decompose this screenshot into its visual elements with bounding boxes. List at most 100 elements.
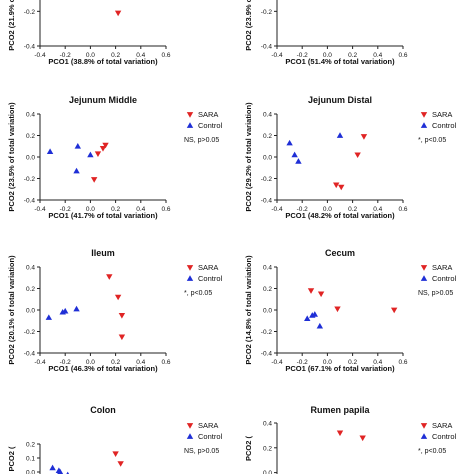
y-tick-label: -0.2 xyxy=(261,9,273,16)
legend-marker-sara xyxy=(186,265,194,271)
control-point xyxy=(304,315,311,321)
sara-point xyxy=(307,288,315,294)
x-tick-label: 0.0 xyxy=(86,206,95,213)
sara-point xyxy=(359,435,366,442)
y-tick-label: 0.2 xyxy=(26,442,35,449)
legend-label: Control xyxy=(198,121,223,130)
sara-point xyxy=(90,177,98,183)
x-tick-label: -0.2 xyxy=(60,359,72,366)
legend-label: Control xyxy=(198,432,223,441)
y-tick-label: 0.2 xyxy=(263,133,272,140)
y-tick-label: 0.4 xyxy=(26,265,35,272)
y-tick-label: -0.4 xyxy=(24,351,36,358)
legend-marker-control xyxy=(420,433,428,439)
x-tick-label: 0.6 xyxy=(161,52,170,59)
x-tick-label: 0.6 xyxy=(161,206,170,213)
legend-marker-control xyxy=(186,433,194,439)
control-point xyxy=(57,468,64,474)
y-tick-label: 0.2 xyxy=(26,286,35,293)
x-tick-label: -0.4 xyxy=(271,359,283,366)
x-tick-label: -0.4 xyxy=(271,206,283,213)
x-tick-label: -0.2 xyxy=(60,206,72,213)
legend-label: SARA xyxy=(198,263,218,272)
control-point xyxy=(311,311,318,317)
x-axis-label: PCO1 (67.1% of total variation) xyxy=(285,364,395,373)
legend-marker-control xyxy=(420,122,428,128)
y-axis-label: PCO2 ( xyxy=(7,446,16,472)
legend-label: SARA xyxy=(432,110,452,119)
control-point xyxy=(336,132,344,138)
control-point xyxy=(291,151,298,158)
control-point xyxy=(316,322,324,329)
x-tick-label: 0.4 xyxy=(136,359,145,366)
x-tick-label: -0.4 xyxy=(34,52,46,59)
legend-label: SARA xyxy=(432,421,452,430)
chart-panel: -0.4 -0.2 0.0 0.2 0.4 0.6-0.4-0.20.00.20.4PCO… xyxy=(7,95,223,220)
y-tick-label: 0.0 xyxy=(26,470,35,474)
x-tick-label: 0.0 xyxy=(323,206,332,213)
y-tick-label: -0.2 xyxy=(261,329,273,336)
x-tick-label: 0.4 xyxy=(136,52,145,59)
significance-note: NS, p>0.05 xyxy=(418,290,453,297)
chart-panel: -0.4 -0.2 0.0 0.2 0.4 0.6-0.4-0.20.00.20.4PCO… xyxy=(244,248,457,373)
legend-marker-sara xyxy=(420,423,428,429)
sara-point xyxy=(336,430,344,437)
y-tick-label: 0.1 xyxy=(26,456,35,463)
control-point xyxy=(87,151,94,158)
x-tick-label: 0.6 xyxy=(161,359,170,366)
y-tick-label: 0.0 xyxy=(26,155,35,162)
chart-title: Cecum xyxy=(325,248,355,258)
x-tick-label: -0.4 xyxy=(271,52,283,59)
control-point xyxy=(45,314,53,320)
y-tick-label: -0.4 xyxy=(24,44,36,51)
significance-note: NS, p>0.05 xyxy=(184,137,219,144)
y-axis-label: PCO2 (29.2% of total variation) xyxy=(244,102,253,212)
x-tick-label: 0.6 xyxy=(398,359,407,366)
sara-point xyxy=(99,146,107,152)
chart-title: Colon xyxy=(90,405,116,415)
chart-panel: 0.2 0.1 0.0 PCO2 (Colon SARA Control NS, p>0.0… xyxy=(7,405,223,474)
legend-marker-control xyxy=(420,275,428,281)
x-axis-label: PCO1 (46.3% of total variation) xyxy=(48,364,158,373)
y-tick-label: 0.0 xyxy=(26,308,35,315)
legend-label: Control xyxy=(432,432,457,441)
legend-label: SARA xyxy=(198,110,218,119)
x-tick-label: 0.2 xyxy=(111,206,120,213)
x-tick-label: -0.4 xyxy=(34,206,46,213)
legend-marker-sara xyxy=(186,423,194,429)
x-tick-label: 0.2 xyxy=(348,359,357,366)
x-tick-label: 0.4 xyxy=(136,206,145,213)
sara-point xyxy=(334,306,341,313)
x-tick-label: 0.4 xyxy=(373,52,382,59)
chart-title: Jejunum Middle xyxy=(69,95,137,105)
sara-point xyxy=(112,451,119,457)
y-tick-label: 0.0 xyxy=(263,308,272,315)
sara-point xyxy=(118,312,126,319)
legend-marker-control xyxy=(186,122,194,128)
x-tick-label: -0.2 xyxy=(297,52,309,59)
legend-marker-sara xyxy=(420,112,428,118)
y-axis-label: PCO2 (23.5% of total variation) xyxy=(7,102,16,212)
sara-point xyxy=(102,142,109,149)
x-axis-label: PCO1 (41.7% of total variation) xyxy=(48,211,158,220)
y-tick-label: 0.2 xyxy=(26,133,35,140)
significance-note: NS, p>0.05 xyxy=(184,448,219,455)
x-tick-label: 0.0 xyxy=(86,359,95,366)
sara-point xyxy=(114,294,122,301)
y-tick-label: 0.4 xyxy=(26,112,35,119)
x-tick-label: 0.6 xyxy=(398,52,407,59)
x-tick-label: 0.0 xyxy=(86,52,95,59)
chart-title: Jejunum Distal xyxy=(308,95,372,105)
legend-label: SARA xyxy=(432,263,452,272)
x-tick-label: 0.4 xyxy=(373,359,382,366)
legend-marker-sara xyxy=(186,112,194,118)
y-tick-label: -0.4 xyxy=(261,44,273,51)
y-tick-label: -0.2 xyxy=(24,9,36,16)
x-tick-label: 0.0 xyxy=(323,52,332,59)
control-point xyxy=(62,307,69,314)
y-axis-label: PCO2 (23.9% of xyxy=(244,0,253,51)
sara-point xyxy=(118,334,126,341)
y-tick-label: 0.0 xyxy=(263,155,272,162)
